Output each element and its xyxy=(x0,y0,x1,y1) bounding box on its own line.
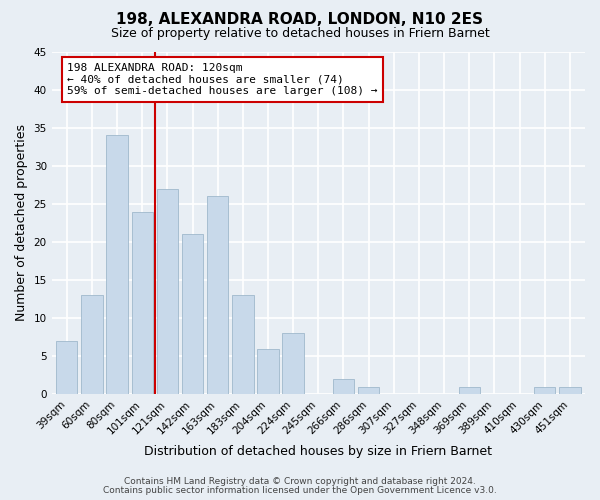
Text: 198, ALEXANDRA ROAD, LONDON, N10 2ES: 198, ALEXANDRA ROAD, LONDON, N10 2ES xyxy=(116,12,484,28)
Bar xyxy=(106,136,128,394)
Text: Size of property relative to detached houses in Friern Barnet: Size of property relative to detached ho… xyxy=(110,28,490,40)
Text: Contains HM Land Registry data © Crown copyright and database right 2024.: Contains HM Land Registry data © Crown c… xyxy=(124,477,476,486)
Bar xyxy=(333,379,354,394)
Bar xyxy=(157,188,178,394)
Bar xyxy=(534,387,556,394)
Text: 198 ALEXANDRA ROAD: 120sqm
← 40% of detached houses are smaller (74)
59% of semi: 198 ALEXANDRA ROAD: 120sqm ← 40% of deta… xyxy=(67,63,378,96)
Bar xyxy=(207,196,229,394)
Bar xyxy=(257,348,279,395)
Bar xyxy=(81,296,103,394)
Text: Contains public sector information licensed under the Open Government Licence v3: Contains public sector information licen… xyxy=(103,486,497,495)
Bar xyxy=(131,212,153,394)
Y-axis label: Number of detached properties: Number of detached properties xyxy=(15,124,28,322)
Bar xyxy=(358,387,379,394)
X-axis label: Distribution of detached houses by size in Friern Barnet: Distribution of detached houses by size … xyxy=(145,444,493,458)
Bar xyxy=(232,296,254,394)
Bar xyxy=(56,341,77,394)
Bar xyxy=(458,387,480,394)
Bar xyxy=(283,334,304,394)
Bar xyxy=(559,387,581,394)
Bar xyxy=(182,234,203,394)
